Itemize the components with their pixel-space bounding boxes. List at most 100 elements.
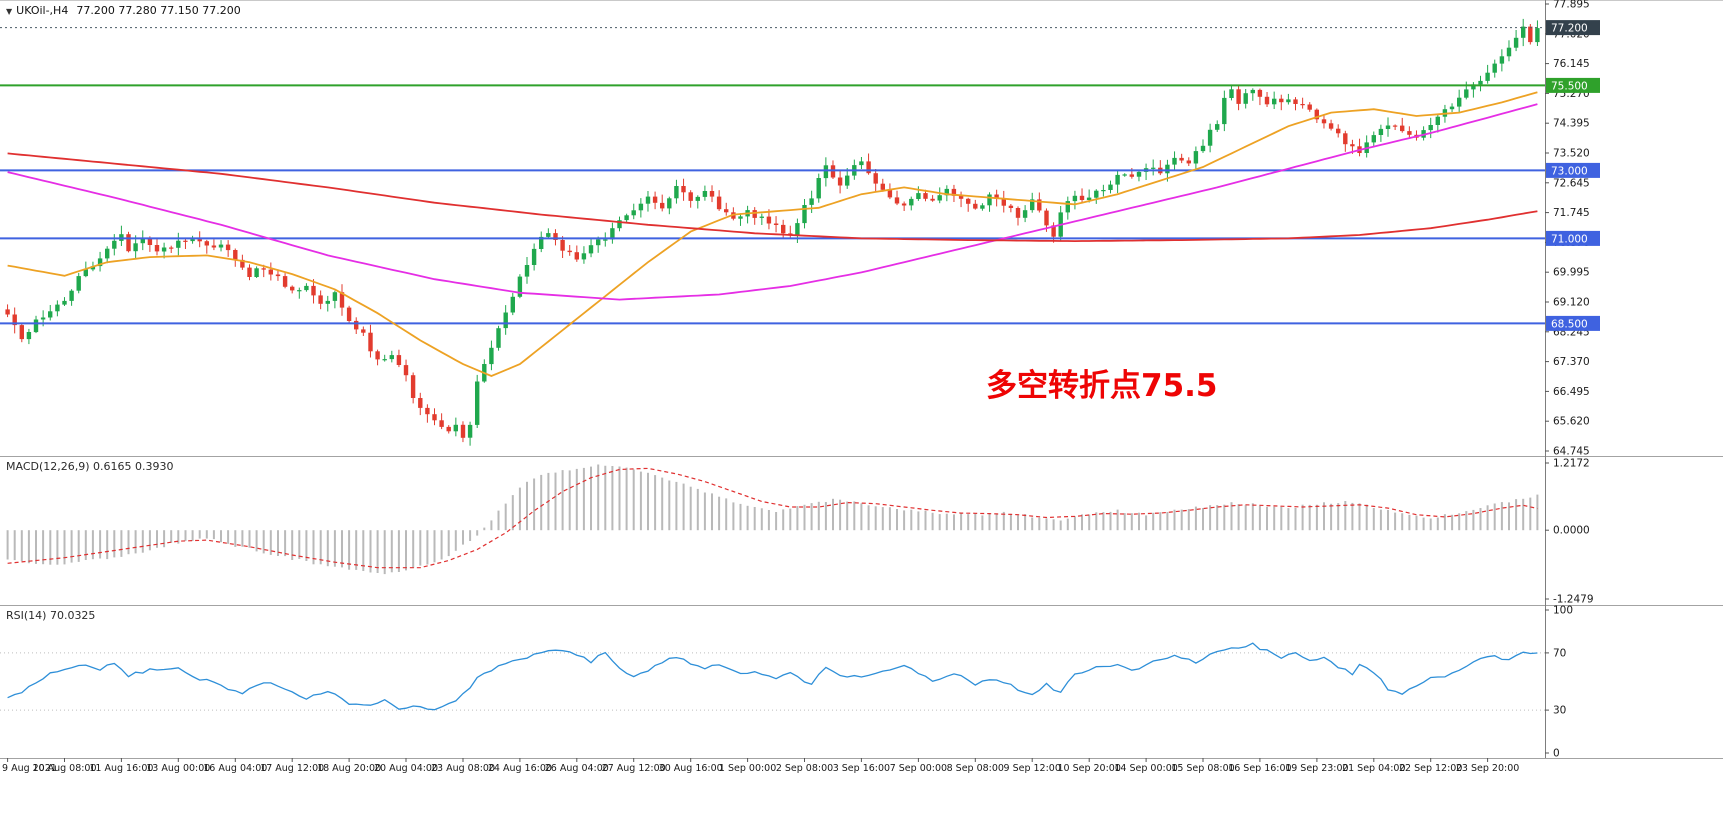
rsi-axis-label: 30	[1553, 705, 1566, 717]
level-price-box	[1546, 20, 1600, 36]
candles-series	[5, 18, 1540, 446]
candle-body	[631, 210, 636, 216]
price-axis-label: 69.995	[1553, 267, 1590, 279]
candle-body	[1108, 184, 1113, 190]
candle-body	[923, 193, 928, 199]
candle-body	[1236, 89, 1241, 104]
macd-histogram	[6, 464, 1539, 575]
candle-body	[375, 351, 380, 360]
candle-body	[752, 210, 757, 218]
candle-body	[1229, 89, 1234, 98]
candle-body	[766, 216, 772, 224]
candle-body	[282, 276, 288, 287]
candle-body	[1051, 225, 1056, 237]
macd-axis-label: 1.2172	[1553, 458, 1590, 470]
candle-body	[973, 203, 978, 209]
candle-body	[133, 243, 138, 252]
level-price-box-label: 71.000	[1551, 233, 1588, 245]
candle-body	[1464, 89, 1469, 98]
rsi-indicator-label: RSI(14) 70.0325	[6, 609, 96, 622]
price-axis-label: 71.745	[1553, 207, 1590, 219]
candle-body	[930, 198, 935, 201]
time-axis-label: 9 Aug 2021	[2, 763, 57, 774]
candle-body	[638, 203, 644, 211]
candle-body	[161, 247, 167, 252]
candle-body	[667, 198, 672, 209]
candle-body	[709, 191, 715, 197]
candle-body	[467, 424, 473, 438]
candle-body	[610, 228, 615, 240]
candle-body	[588, 245, 594, 254]
candle-body	[802, 205, 807, 224]
candle-body	[1485, 72, 1490, 81]
candle-body	[1086, 197, 1092, 200]
candle-body	[873, 173, 878, 184]
candle-body	[33, 319, 39, 333]
candle-body	[660, 202, 665, 209]
candle-body	[297, 290, 302, 292]
candle-body	[503, 312, 508, 329]
candle-body	[254, 268, 259, 277]
candle-body	[510, 296, 515, 313]
candle-body	[439, 420, 444, 427]
candle-body	[76, 276, 81, 291]
candle-body	[1186, 160, 1191, 164]
candle-body	[489, 347, 494, 365]
candle-body	[553, 233, 558, 240]
candle-body	[1272, 98, 1277, 105]
candle-body	[1478, 80, 1483, 85]
time-axis-label: 10 Sep 20:00	[1057, 763, 1120, 774]
candle-body	[112, 240, 117, 249]
candle-body	[1165, 164, 1170, 174]
candle-body	[574, 252, 579, 260]
level-price-box	[1546, 230, 1600, 246]
candle-body	[1400, 125, 1405, 132]
price-axis-label: 69.120	[1553, 297, 1590, 309]
candle-body	[275, 274, 281, 277]
candle-body	[176, 240, 181, 248]
candle-body	[1300, 104, 1305, 106]
candle-body	[496, 328, 501, 348]
candle-body	[1243, 93, 1248, 104]
price-axis-label: 76.145	[1553, 58, 1590, 70]
time-axis-label: 24 Aug 16:00	[488, 763, 552, 774]
time-axis-label: 30 Aug 16:00	[659, 763, 723, 774]
candle-body	[1385, 125, 1391, 129]
candle-body	[1435, 116, 1440, 125]
price-axis-label: 65.620	[1553, 416, 1590, 428]
candle-body	[225, 244, 231, 251]
candle-body	[1215, 124, 1220, 130]
level-price-box	[1546, 162, 1600, 178]
candle-body	[1528, 26, 1533, 43]
candle-body	[425, 407, 430, 415]
candle-body	[1207, 129, 1213, 146]
candle-body	[674, 186, 679, 199]
price-axis-label: 66.495	[1553, 386, 1590, 398]
candle-body	[268, 269, 273, 275]
time-axis-label: 11 Aug 16:00	[89, 763, 153, 774]
candle-body	[354, 320, 359, 330]
candle-body	[887, 189, 893, 198]
candle-body	[1115, 174, 1120, 185]
candle-body	[1044, 210, 1049, 226]
candle-body	[539, 236, 544, 249]
candle-body	[546, 233, 551, 237]
candle-body	[233, 250, 238, 260]
symbol-dropdown-icon[interactable]: ▼	[6, 7, 13, 16]
candle-body	[1314, 109, 1319, 120]
time-axis-label: 19 Sep 23:00	[1285, 763, 1348, 774]
candle-body	[980, 205, 985, 209]
candle-body	[190, 239, 195, 242]
candle-body	[624, 215, 629, 221]
time-axis-label: 23 Sep 20:00	[1456, 763, 1519, 774]
candle-body	[1471, 84, 1476, 90]
candle-body	[318, 295, 323, 304]
candle-body	[866, 161, 871, 174]
candle-body	[69, 290, 74, 301]
candle-body	[1392, 125, 1398, 127]
time-axis-label: 16 Sep 16:00	[1228, 763, 1291, 774]
candle-body	[1457, 97, 1462, 107]
time-axis-label: 26 Aug 04:00	[545, 763, 609, 774]
